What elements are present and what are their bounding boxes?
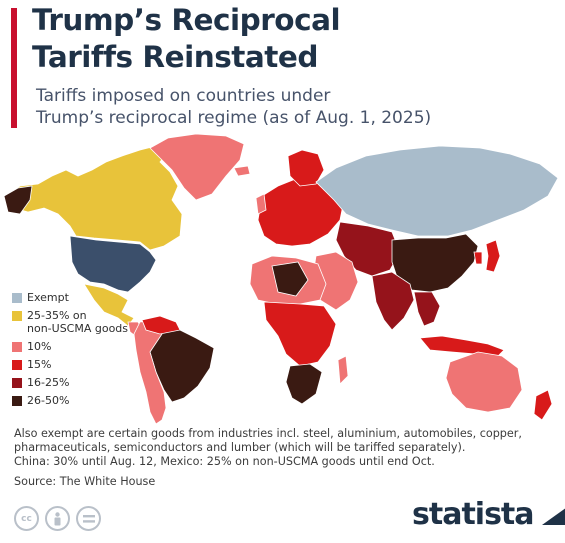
- source-note: Source: The White House: [14, 475, 156, 488]
- footnote-line-2: pharmaceuticals, semiconductors and lumb…: [14, 441, 466, 454]
- title-line-2: Tariffs Reinstated: [32, 40, 319, 74]
- person-icon[interactable]: [45, 506, 70, 531]
- southeast-asia-region: [413, 291, 441, 327]
- footnote: Also exempt are certain goods from indus…: [14, 427, 559, 469]
- mexico-region: [83, 283, 135, 327]
- legend-label: 25-35% on non-USCMA goods: [27, 309, 129, 335]
- canada-region: [3, 145, 183, 251]
- legend-swatch: [12, 293, 22, 303]
- legend-item: 16-25%: [12, 376, 152, 389]
- uk-region: [255, 193, 267, 215]
- statista-logo[interactable]: statista: [412, 496, 565, 534]
- person-glyph: [54, 511, 61, 525]
- madagascar-region: [337, 355, 349, 385]
- new-zealand-region: [533, 389, 553, 421]
- legend-label: 10%: [27, 340, 52, 353]
- south-america-west-region: [133, 319, 167, 425]
- subtitle-line-1: Tariffs imposed on countries under: [36, 86, 331, 106]
- page-title: Trump’s Reciprocal Tariffs Reinstated: [32, 2, 552, 76]
- libya-region: [271, 261, 309, 297]
- cc-icon[interactable]: cc: [14, 506, 39, 531]
- legend-label: Exempt: [27, 291, 69, 304]
- indonesia-region: [419, 335, 505, 357]
- legend-swatch: [12, 378, 22, 388]
- greenland-region: [149, 133, 245, 201]
- legend-swatch: [12, 342, 22, 352]
- brand-mark-icon: [541, 508, 565, 525]
- australia-region: [445, 351, 523, 413]
- license-icons: cc: [14, 506, 101, 531]
- legend-item: 25-35% on non-USCMA goods: [12, 309, 152, 335]
- legend-swatch: [12, 396, 22, 406]
- world-tariff-map: [3, 133, 559, 425]
- scandinavia-region: [287, 149, 325, 187]
- title-accent-bar: [11, 8, 17, 128]
- map-legend: Exempt 25-35% on non-USCMA goods 10% 15% 16-…: [12, 291, 152, 412]
- legend-item: 15%: [12, 358, 152, 371]
- legend-item: 26-50%: [12, 394, 152, 407]
- footnote-line-1: Also exempt are certain goods from indus…: [14, 427, 522, 440]
- legend-label: 15%: [27, 358, 52, 371]
- equals-glyph: [82, 514, 95, 523]
- usa-region: [69, 235, 157, 293]
- equals-icon[interactable]: [76, 506, 101, 531]
- alaska-region: [3, 185, 33, 215]
- footnote-line-3: China: 30% until Aug. 12, Mexico: 25% on…: [14, 455, 435, 468]
- legend-swatch: [12, 311, 22, 321]
- south-africa-region: [285, 363, 323, 405]
- central-africa-region: [263, 301, 337, 367]
- subtitle-line-2: Trump’s reciprocal regime (as of Aug. 1,…: [36, 108, 432, 128]
- south-america-north-region: [141, 315, 181, 335]
- india-region: [371, 271, 415, 331]
- legend-label: 16-25%: [27, 376, 70, 389]
- iceland-region: [233, 165, 251, 177]
- legend-swatch: [12, 360, 22, 370]
- legend-label: 26-50%: [27, 394, 70, 407]
- legend-item: Exempt: [12, 291, 152, 304]
- page-subtitle: Tariffs imposed on countries under Trump…: [36, 85, 556, 129]
- legend-item: 10%: [12, 340, 152, 353]
- title-line-1: Trump’s Reciprocal: [32, 3, 341, 37]
- brand-wordmark: statista: [412, 497, 535, 532]
- korea-region: [473, 251, 483, 265]
- russia-region: [315, 145, 559, 237]
- japan-region: [485, 239, 501, 273]
